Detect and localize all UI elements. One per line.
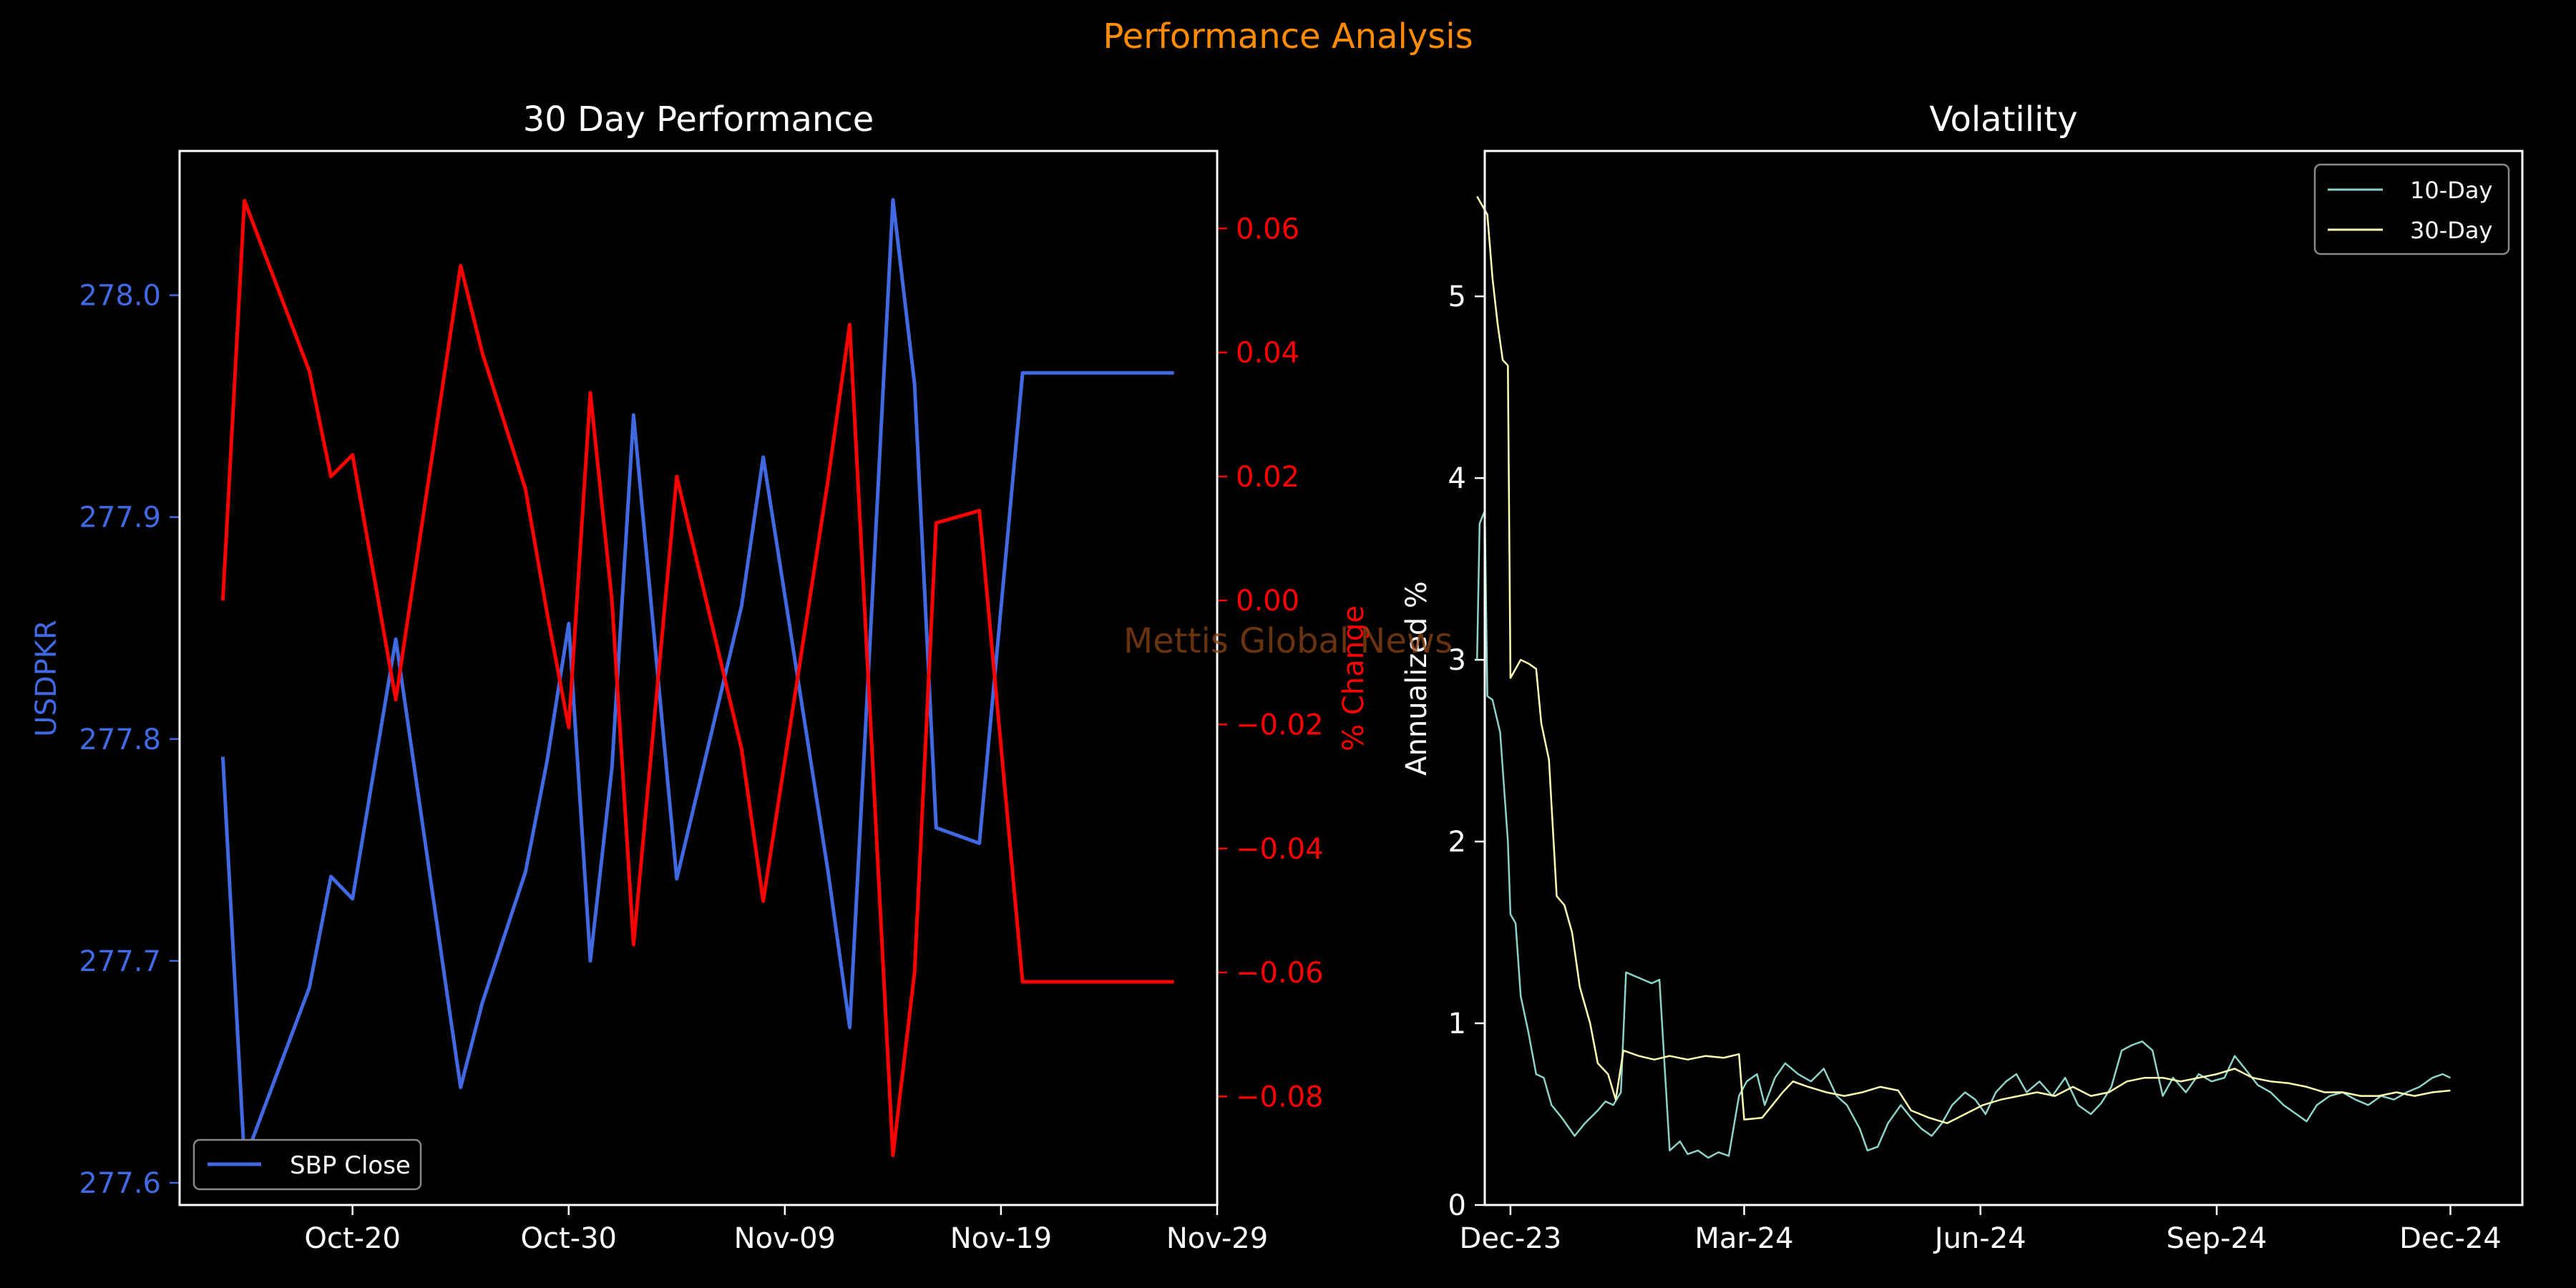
left-chart-series <box>220 197 1174 1163</box>
volatility-y-axis-label: Annualized % <box>1400 581 1433 776</box>
volatility-x-tick-label: Mar-24 <box>1694 1222 1793 1255</box>
watermark: Mettis Global News <box>1123 621 1453 661</box>
right-chart-legend: 10-Day 30-Day <box>2313 163 2510 255</box>
legend-label-30-day: 30-Day <box>2410 217 2492 244</box>
right-chart-title: Volatility <box>1929 99 2077 140</box>
left-chart-title: 30 Day Performance <box>523 99 874 140</box>
thirty-day-performance-chart: 30 Day Performance Oct-20 Oct-30 Nov-09 Nov… <box>30 99 1370 1255</box>
series-line-percent-change <box>220 198 1174 1158</box>
left-plot-frame <box>178 150 1219 1206</box>
right-chart-ticks: Dec-23 Mar-24 Jun-24 Sep-24 Dec-24 0 1 2 3 4 5 <box>1448 280 2502 1255</box>
left-y-tick-label: 278.0 <box>79 280 161 313</box>
right-y-tick-label: −0.04 <box>1236 833 1324 866</box>
legend-label-10-day: 10-Day <box>2410 177 2492 204</box>
series-line-10-day <box>1475 509 2451 1159</box>
volatility-y-tick-label: 0 <box>1448 1189 1466 1222</box>
left-x-tick-label: Nov-09 <box>734 1222 836 1255</box>
right-y-tick-label: 0.00 <box>1236 585 1299 618</box>
right-plot-frame <box>1483 150 2524 1206</box>
right-y-tick-label: 0.04 <box>1236 337 1299 370</box>
volatility-y-tick-label: 5 <box>1448 280 1466 313</box>
right-y-tick-label: 0.02 <box>1236 461 1299 494</box>
right-y-tick-label: −0.02 <box>1236 708 1324 741</box>
figure-title: Performance Analysis <box>1103 16 1473 57</box>
left-chart-ticks: Oct-20 Oct-30 Nov-09 Nov-19 Nov-29 277.6 277.7… <box>79 213 1323 1255</box>
volatility-y-tick-label: 2 <box>1448 826 1466 859</box>
legend-label-sbp-close: SBP Close <box>290 1151 411 1180</box>
right-chart-series <box>1475 195 2451 1159</box>
volatility-x-tick-label: Dec-23 <box>1460 1222 1562 1255</box>
left-x-tick-label: Oct-20 <box>304 1222 401 1255</box>
volatility-x-tick-label: Jun-24 <box>1933 1222 2026 1255</box>
left-x-tick-label: Nov-29 <box>1166 1222 1268 1255</box>
volatility-y-tick-label: 3 <box>1448 644 1466 677</box>
volatility-y-tick-label: 4 <box>1448 462 1466 495</box>
left-y-tick-label: 277.6 <box>79 1167 161 1200</box>
series-line-30-day <box>1476 195 2451 1124</box>
left-y-tick-label: 277.8 <box>79 723 161 756</box>
legend-box <box>192 1138 422 1191</box>
volatility-x-tick-label: Sep-24 <box>2167 1222 2268 1255</box>
volatility-x-tick-label: Dec-24 <box>2399 1222 2502 1255</box>
left-x-tick-label: Oct-30 <box>521 1222 618 1255</box>
left-x-tick-label: Nov-19 <box>950 1222 1052 1255</box>
left-y-tick-label: 277.9 <box>79 502 161 535</box>
right-y-tick-label: −0.08 <box>1236 1080 1324 1113</box>
volatility-y-tick-label: 1 <box>1448 1008 1466 1040</box>
right-y-tick-label: 0.06 <box>1236 213 1299 245</box>
volatility-chart: Volatility Dec-23 Mar-24 Jun-24 Sep-24 Dec-2… <box>1400 99 2524 1255</box>
left-chart-legend: SBP Close <box>192 1138 422 1191</box>
right-y-axis-label: % Change <box>1337 605 1370 751</box>
left-y-axis-label: USDPKR <box>30 620 63 737</box>
legend-box <box>2313 163 2510 255</box>
left-y-tick-label: 277.7 <box>79 945 161 978</box>
right-y-tick-label: −0.06 <box>1236 957 1324 990</box>
